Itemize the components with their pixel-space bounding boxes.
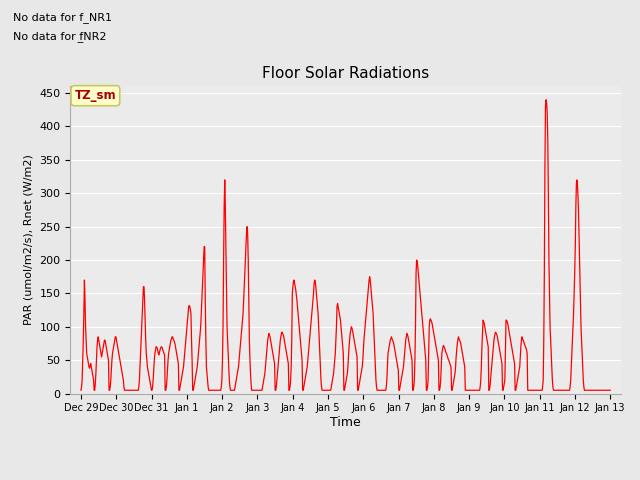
Text: TZ_sm: TZ_sm [75, 89, 116, 102]
Y-axis label: PAR (umol/m2/s), Rnet (W/m2): PAR (umol/m2/s), Rnet (W/m2) [24, 155, 34, 325]
X-axis label: Time: Time [330, 416, 361, 429]
Text: No data for f̲NR2: No data for f̲NR2 [13, 31, 106, 42]
Text: No data for f_NR1: No data for f_NR1 [13, 12, 112, 23]
Title: Floor Solar Radiations: Floor Solar Radiations [262, 66, 429, 81]
